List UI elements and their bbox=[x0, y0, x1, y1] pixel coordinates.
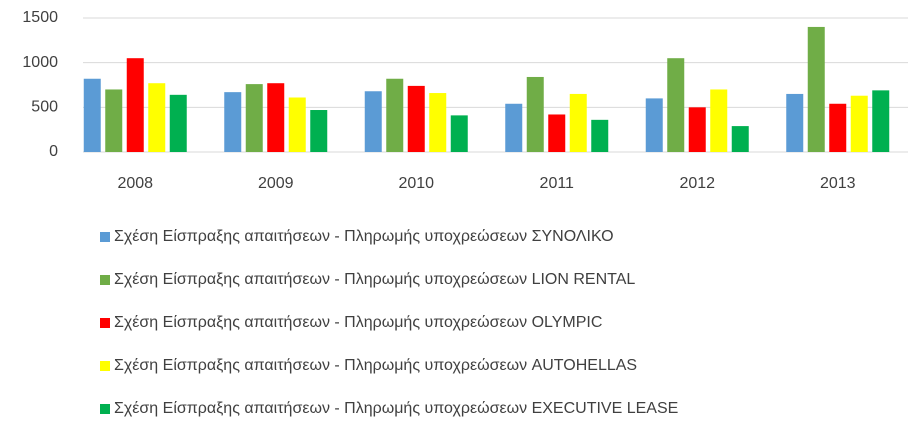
bar bbox=[310, 110, 328, 152]
bar bbox=[829, 103, 847, 152]
bar bbox=[386, 78, 404, 152]
bar bbox=[850, 95, 868, 152]
bar bbox=[710, 89, 728, 152]
x-tick-label: 2008 bbox=[117, 175, 153, 192]
bar bbox=[83, 78, 101, 152]
bar bbox=[548, 114, 566, 152]
x-tick-label: 2011 bbox=[540, 175, 575, 192]
y-tick-label: 1500 bbox=[22, 9, 58, 26]
bar bbox=[364, 91, 382, 152]
bar bbox=[224, 92, 242, 152]
x-tick-label: 2013 bbox=[820, 175, 856, 192]
legend-label: Σχέση Είσπραξης απαιτήσεων - Πληρωμής υπ… bbox=[114, 228, 614, 245]
legend-swatch bbox=[100, 361, 110, 371]
legend-swatch bbox=[100, 404, 110, 414]
bar bbox=[450, 115, 468, 152]
y-tick-label: 1000 bbox=[22, 54, 58, 71]
bar bbox=[526, 76, 544, 152]
bar bbox=[245, 84, 263, 152]
x-tick-label: 2009 bbox=[258, 175, 294, 192]
bar bbox=[126, 58, 144, 153]
bar bbox=[105, 89, 123, 152]
bar bbox=[569, 93, 587, 152]
y-tick-label: 500 bbox=[31, 99, 58, 116]
bar bbox=[688, 107, 706, 152]
y-tick-label: 0 bbox=[49, 143, 58, 160]
bar bbox=[429, 93, 447, 152]
legend-label: Σχέση Είσπραξης απαιτήσεων - Πληρωμής υπ… bbox=[114, 357, 637, 374]
bar bbox=[667, 58, 685, 153]
legend-label: Σχέση Είσπραξης απαιτήσεων - Πληρωμής υπ… bbox=[114, 271, 635, 288]
bar bbox=[872, 90, 890, 152]
bar bbox=[267, 83, 285, 152]
legend-swatch bbox=[100, 275, 110, 285]
bar bbox=[731, 126, 749, 152]
bar bbox=[807, 26, 825, 152]
x-tick-label: 2012 bbox=[679, 175, 715, 192]
legend-swatch bbox=[100, 318, 110, 328]
bar bbox=[169, 94, 187, 152]
bar bbox=[645, 98, 663, 152]
legend-label: Σχέση Είσπραξης απαιτήσεων - Πληρωμής υπ… bbox=[114, 314, 602, 331]
legend-swatch bbox=[100, 232, 110, 242]
bar bbox=[148, 83, 166, 152]
bar bbox=[786, 93, 804, 152]
bar bbox=[591, 119, 609, 152]
legend-label: Σχέση Είσπραξης απαιτήσεων - Πληρωμής υπ… bbox=[114, 400, 678, 417]
x-tick-label: 2010 bbox=[398, 175, 434, 192]
bar bbox=[288, 97, 306, 152]
bar bbox=[407, 85, 425, 152]
bar bbox=[505, 103, 523, 152]
